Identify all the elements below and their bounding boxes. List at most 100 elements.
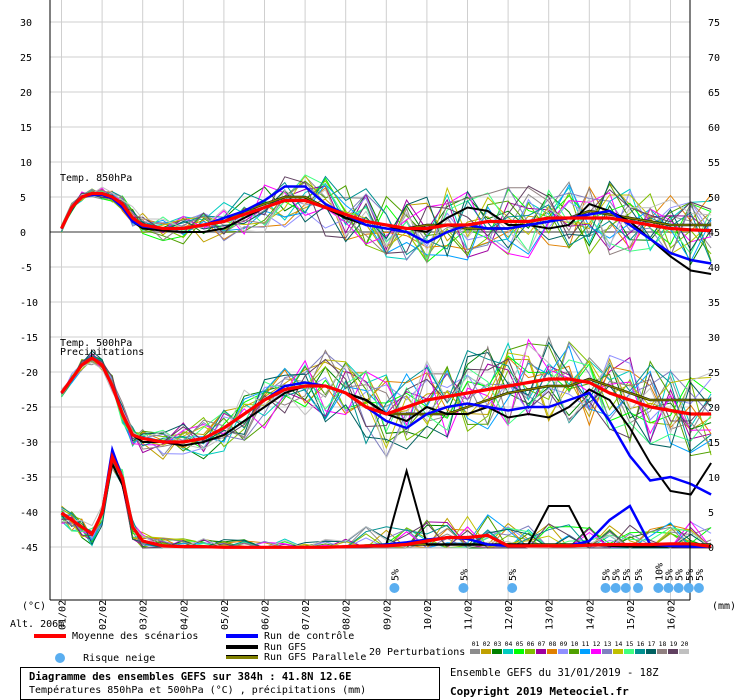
perturbation-legend-item: 07 bbox=[536, 640, 547, 654]
legend-gfs-par-swatch bbox=[226, 655, 258, 659]
perturbation-legend-item: 05 bbox=[514, 640, 525, 654]
snowflake-icon bbox=[458, 583, 469, 593]
snowflake-icon bbox=[389, 583, 400, 593]
perturbation-swatch bbox=[470, 649, 480, 654]
legend-control: Run de contrôle bbox=[226, 631, 354, 642]
perturbation-swatch bbox=[646, 649, 656, 654]
grid bbox=[50, 0, 690, 600]
y-tick-right: 55 bbox=[708, 158, 720, 169]
perturbation-6-t850 bbox=[61, 180, 712, 258]
perturbation-legend-item: 09 bbox=[558, 640, 569, 654]
y-tick-right: 40 bbox=[708, 263, 720, 274]
x-tick-label: 09/02 bbox=[382, 600, 393, 630]
label-500hpa: Temp. 500hPa bbox=[60, 338, 132, 349]
y-tick-right: 10 bbox=[708, 473, 720, 484]
y-tick-right: 70 bbox=[708, 53, 720, 64]
y-tick-right: 65 bbox=[708, 88, 720, 99]
y-tick-left: 10 bbox=[20, 158, 32, 169]
perturbation-legend-item: 14 bbox=[613, 640, 624, 654]
perturbation-legend-item: 11 bbox=[580, 640, 591, 654]
perturbation-number: 13 bbox=[603, 640, 612, 648]
legend-mean-swatch bbox=[34, 634, 66, 638]
snow-risk-label: 5% bbox=[634, 569, 645, 581]
series-lines bbox=[60, 174, 712, 549]
y-tick-left: -30 bbox=[20, 438, 38, 449]
perturbation-swatch bbox=[635, 649, 645, 654]
x-tick-label: 12/02 bbox=[504, 600, 515, 630]
perturbation-number: 09 bbox=[559, 640, 568, 648]
perturbation-swatch bbox=[547, 649, 557, 654]
perturbation-swatch bbox=[591, 649, 601, 654]
y-tick-left: -35 bbox=[20, 473, 38, 484]
y-unit-left: (°C) bbox=[22, 601, 46, 612]
snowflake-icon bbox=[673, 583, 684, 593]
y-tick-right: 0 bbox=[708, 543, 714, 554]
y-tick-left: -20 bbox=[20, 368, 38, 379]
perturbation-number: 10 bbox=[570, 640, 579, 648]
ensemble-date: Ensemble GEFS du 31/01/2019 - 18Z bbox=[450, 667, 659, 679]
y-tick-left: -45 bbox=[20, 543, 38, 554]
perturbation-swatch bbox=[569, 649, 579, 654]
perturbation-number: 06 bbox=[526, 640, 535, 648]
x-tick-label: 04/02 bbox=[179, 600, 190, 630]
legend-perturbations: 20 Perturbations bbox=[369, 647, 465, 658]
label-850hpa: Temp. 850hPa bbox=[60, 173, 132, 184]
snowflake-icon bbox=[600, 583, 611, 593]
perturbation-legend-item: 08 bbox=[547, 640, 558, 654]
y-unit-right: (mm) bbox=[712, 601, 736, 612]
y-tick-left: -25 bbox=[20, 403, 38, 414]
legend-mean-label: Moyenne des scénarios bbox=[72, 631, 199, 642]
legend-perturbations-label: 20 Perturbations bbox=[369, 647, 466, 658]
chart-subtitle: Températures 850hPa et 500hPa (°C) , pré… bbox=[29, 685, 367, 696]
perturbation-18-t500 bbox=[61, 345, 712, 450]
x-tick-label: 13/02 bbox=[545, 600, 556, 630]
y-tick-right: 15 bbox=[708, 438, 720, 449]
moyenne-des-sc-narios-t850 bbox=[60, 191, 712, 233]
perturbation-swatch bbox=[657, 649, 667, 654]
snow-risk-label: 5% bbox=[602, 569, 613, 581]
perturbation-swatch bbox=[492, 649, 502, 654]
perturbation-number: 20 bbox=[680, 640, 689, 648]
legend-mean: Moyenne des scénarios bbox=[34, 631, 198, 642]
perturbation-19-t850 bbox=[61, 176, 712, 254]
perturbation-number: 08 bbox=[548, 640, 557, 648]
y-tick-left: -40 bbox=[20, 508, 38, 519]
y-tick-right: 60 bbox=[708, 123, 720, 134]
snow-risk-label: 5% bbox=[612, 569, 623, 581]
altitude-label: Alt. 206m bbox=[10, 619, 64, 630]
y-tick-right: 50 bbox=[708, 193, 720, 204]
snowflake-icon bbox=[693, 583, 704, 593]
x-tick-label: 08/02 bbox=[342, 600, 353, 630]
snow-risk-label: 5% bbox=[390, 569, 401, 581]
perturbation-legend-item: 03 bbox=[492, 640, 503, 654]
y-tick-left: -10 bbox=[20, 298, 38, 309]
perturbation-number: 01 bbox=[471, 640, 480, 648]
y-tick-left: 30 bbox=[20, 18, 32, 29]
snowflake-icon bbox=[633, 583, 644, 593]
x-tick-label: 05/02 bbox=[220, 600, 231, 630]
snowflake-icon bbox=[683, 583, 694, 593]
perturbation-20-t850 bbox=[61, 186, 712, 253]
plot-area bbox=[50, 0, 690, 600]
legend-gfs-label: Run GFS bbox=[264, 642, 307, 653]
y-tick-right: 5 bbox=[708, 508, 714, 519]
y-tick-right: 20 bbox=[708, 403, 720, 414]
label-precipitations: Precipitations bbox=[60, 347, 144, 358]
perturbation-legend-item: 01 bbox=[470, 640, 481, 654]
perturbation-swatch bbox=[536, 649, 546, 654]
y-tick-left: 0 bbox=[20, 228, 26, 239]
perturbation-number: 18 bbox=[658, 640, 667, 648]
perturbation-14-t500 bbox=[61, 352, 712, 450]
footer-ensemble: Ensemble GEFS du 31/01/2019 - 18Z bbox=[450, 667, 659, 679]
x-tick-label: 14/02 bbox=[585, 600, 596, 630]
legend-gfs-par-label: Run GFS Parallele bbox=[264, 652, 367, 663]
perturbation-swatch bbox=[525, 649, 535, 654]
y-tick-left: 25 bbox=[20, 53, 32, 64]
perturbation-swatch bbox=[602, 649, 612, 654]
x-tick-label: 07/02 bbox=[301, 600, 312, 630]
perturbation-number: 02 bbox=[482, 640, 491, 648]
legend-control-swatch bbox=[226, 634, 258, 638]
perturbation-number: 04 bbox=[504, 640, 513, 648]
